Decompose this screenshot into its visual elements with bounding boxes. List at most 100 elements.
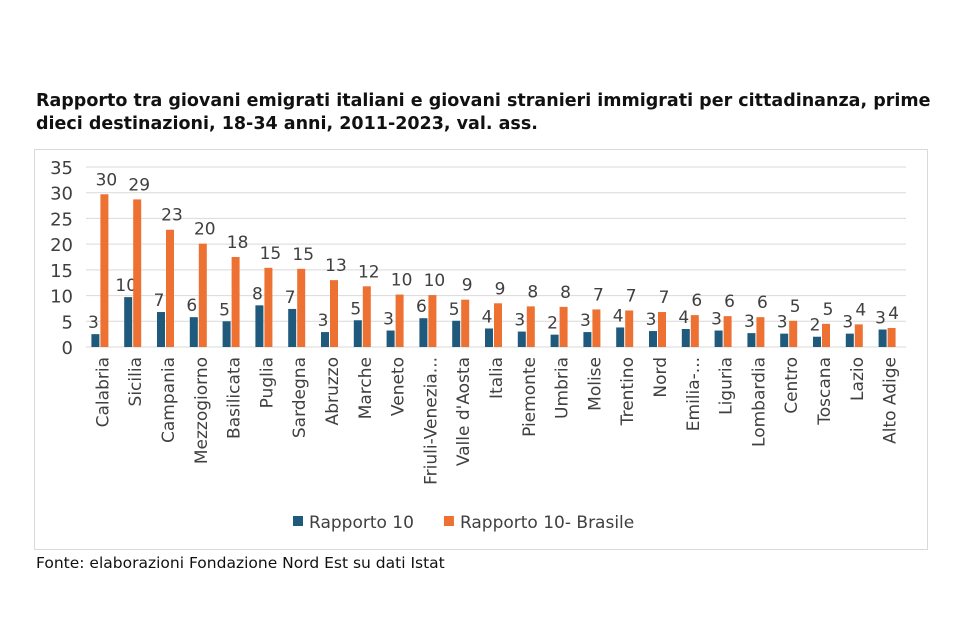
bar — [330, 280, 338, 347]
bar — [428, 295, 437, 347]
x-tick-label: Alto Adige — [881, 357, 901, 444]
x-tick-label: Puglia — [257, 357, 277, 408]
bar — [550, 334, 559, 347]
x-tick-label: Lazio — [848, 357, 868, 401]
bar — [362, 286, 371, 347]
bar — [133, 199, 142, 347]
data-label: 12 — [358, 262, 380, 282]
bar — [100, 194, 109, 347]
x-tick-label: Italia — [487, 357, 507, 399]
bar — [681, 329, 690, 347]
chart-title: Rapporto tra giovani emigrati italiani e… — [36, 91, 931, 134]
data-label: 6 — [416, 297, 427, 317]
bar — [91, 334, 100, 347]
legend-label: Rapporto 10 — [309, 513, 414, 533]
data-label: 3 — [514, 311, 525, 331]
bar — [395, 294, 404, 347]
x-tick-label: Sicilia — [126, 357, 146, 406]
bar — [649, 331, 657, 347]
bar — [166, 229, 174, 347]
x-tick-label: Basilicata — [225, 357, 245, 439]
y-tick-label: 15 — [50, 261, 73, 282]
chart-frame: 0 5 10 15 20 25 30 35 3 30 Calabria 10 29 Sicilia 7 23 C… — [34, 149, 928, 550]
bar — [878, 329, 887, 347]
bar — [157, 312, 165, 347]
legend-swatch — [443, 516, 454, 526]
x-tick-label: Campania — [159, 357, 179, 443]
bar — [813, 336, 821, 347]
bar — [658, 312, 666, 347]
data-label: 7 — [593, 285, 604, 305]
bar — [353, 320, 362, 347]
bar — [189, 317, 198, 347]
data-label: 3 — [711, 310, 722, 330]
bar — [625, 310, 634, 347]
x-tick-label: Sardegna — [290, 357, 310, 438]
data-label: 8 — [560, 283, 571, 303]
data-label: 3 — [777, 313, 788, 333]
y-tick-label: 0 — [62, 338, 73, 359]
y-tick-label: 25 — [50, 209, 73, 230]
x-tick-label: Abruzzo — [323, 357, 343, 425]
data-label: 30 — [96, 170, 118, 190]
legend-swatch — [293, 516, 303, 526]
bar — [231, 257, 240, 347]
source-note: Fonte: elaborazioni Fondazione Nord Est … — [36, 554, 445, 572]
y-tick-label: 5 — [62, 312, 73, 333]
bar — [124, 297, 133, 347]
x-tick-label: Piemonte — [520, 357, 540, 437]
x-tick-label: Umbria — [553, 357, 573, 419]
data-label: 7 — [154, 291, 165, 311]
data-label: 4 — [855, 300, 866, 320]
y-tick-label: 30 — [50, 184, 73, 205]
legend-label: Rapporto 10- Brasile — [460, 513, 634, 533]
bar — [297, 268, 306, 347]
data-label: 15 — [260, 244, 282, 264]
data-label: 4 — [482, 307, 493, 327]
data-label: 3 — [646, 310, 657, 330]
x-tick-label: Mezzogiorno — [192, 357, 212, 464]
data-label: 5 — [350, 299, 361, 319]
bar — [198, 243, 207, 347]
bar — [461, 299, 470, 347]
x-tick-label: Centro — [782, 357, 802, 414]
data-label: 6 — [724, 292, 735, 312]
bar-chart: 05101520253035330Calabria1029Sicilia723C… — [50, 158, 906, 533]
bar — [845, 333, 854, 347]
bar — [494, 303, 502, 347]
data-label: 10 — [115, 276, 137, 296]
data-label: 20 — [194, 220, 216, 240]
data-label: 3 — [580, 311, 591, 331]
data-label: 8 — [252, 284, 263, 304]
x-tick-label: Calabria — [93, 357, 113, 427]
bar — [616, 327, 625, 347]
bar — [780, 333, 789, 347]
bar — [288, 308, 297, 347]
bar — [592, 309, 601, 347]
data-label: 13 — [325, 256, 347, 276]
data-label: 10 — [424, 271, 446, 291]
bar — [255, 305, 264, 347]
y-tick-label: 10 — [50, 287, 73, 308]
data-label: 15 — [292, 245, 314, 265]
data-label: 4 — [888, 304, 899, 324]
x-tick-label: Valle d'Aosta — [454, 357, 474, 466]
x-tick-label: Veneto — [389, 357, 409, 416]
bar — [386, 330, 395, 347]
x-tick-label: Emilia-... — [684, 357, 704, 431]
data-label: 18 — [227, 233, 249, 253]
data-label: 7 — [285, 288, 296, 308]
bar — [854, 324, 863, 347]
data-label: 5 — [219, 300, 230, 320]
bar — [822, 323, 830, 347]
bar — [723, 316, 732, 347]
bar — [517, 331, 526, 347]
data-label: 6 — [186, 296, 197, 316]
bar — [419, 318, 428, 347]
y-tick-label: 20 — [50, 235, 73, 256]
data-label: 3 — [744, 312, 755, 332]
data-label: 5 — [823, 300, 834, 320]
data-label: 3 — [842, 313, 853, 333]
bar — [485, 328, 493, 347]
data-label: 7 — [659, 288, 670, 308]
